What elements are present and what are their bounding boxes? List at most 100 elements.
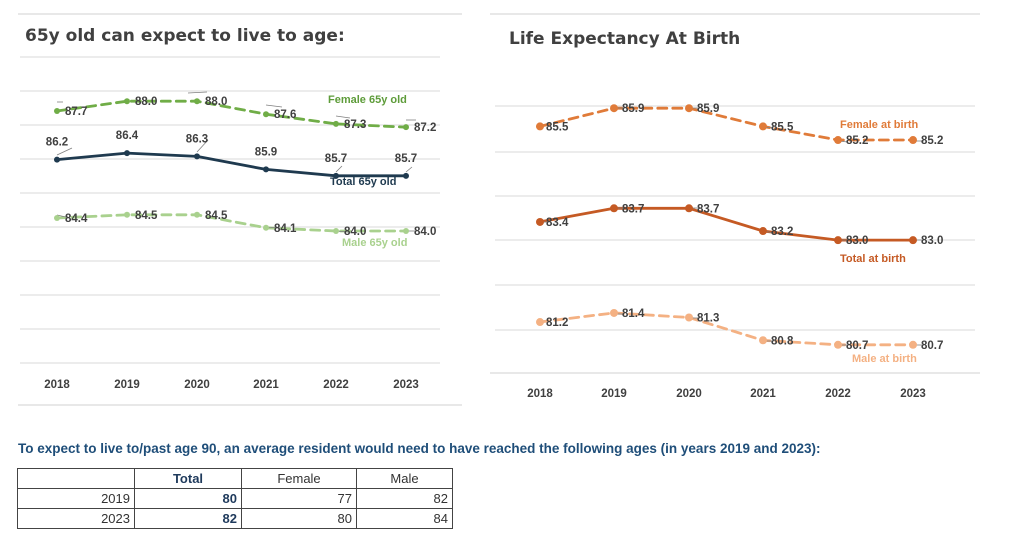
data-label: 86.4 [116,130,139,142]
data-label-leader [56,147,73,156]
series-name-label: Total 65y old [330,176,396,188]
series-name-label: Female at birth [840,119,919,131]
age-90-note: To expect to live to/past age 90, an ave… [18,441,821,456]
data-point-total-at-birth [610,204,618,213]
data-point-total-at-birth [834,236,842,245]
data-point-male-at-birth [834,340,842,349]
data-label-leader [187,91,208,94]
data-label: 83.4 [546,217,569,229]
data-point-female-65y-old [124,98,130,105]
series-line-male-65y-old [55,213,408,233]
data-point-total-at-birth [536,217,544,226]
data-label: 84.5 [205,210,228,222]
age-90-table: Total Female Male 2019 80 77 82 2023 82 … [17,468,453,529]
data-point-total-at-birth [909,236,917,245]
data-point-total-65y-old [333,172,339,179]
table-cell-male: 84 [356,508,453,529]
data-point-female-at-birth [610,104,618,113]
data-point-total-65y-old [124,150,130,157]
data-point-female-65y-old [403,124,409,131]
x-tick-label: 2018 [527,388,553,400]
data-label: 83.0 [921,235,943,247]
x-tick-label: 2019 [114,379,140,391]
data-point-male-at-birth [759,336,767,345]
chart-65y-panel: 65y old can expect to live to age: 2018 2… [0,0,470,420]
data-label: 85.7 [395,153,417,165]
data-point-female-65y-old [194,98,200,105]
x-tick-label: 2022 [323,379,349,391]
data-point-male-65y-old [263,224,269,231]
data-label: 85.2 [846,135,868,147]
data-point-male-at-birth [685,313,693,322]
series-line-male-at-birth [538,311,915,347]
data-label: 87.6 [274,109,296,121]
series-name-label: Total at birth [840,253,906,265]
x-tick-label: 2023 [900,388,926,400]
data-point-male-65y-old [124,211,130,218]
data-point-male-at-birth [536,318,544,327]
data-point-female-65y-old [333,120,339,127]
data-label-leader [335,165,343,173]
table-cell-female: 77 [241,488,357,509]
data-label: 85.5 [546,121,569,133]
data-label: 80.7 [846,340,868,352]
data-label-leader [405,166,413,173]
data-label-leader [265,104,283,108]
data-point-male-65y-old [194,211,200,218]
data-label: 84.4 [65,213,88,225]
data-point-total-65y-old [403,172,409,179]
data-point-female-at-birth [909,136,917,145]
series-line-total-65y-old [55,151,408,178]
x-tick-label: 2021 [253,379,279,391]
series-line-female-65y-old [55,99,408,129]
data-point-total-65y-old [194,153,200,160]
chart-birth-plot: 2018 2019 2020 2021 2022 2023 85.5 85.9 85.9 85.5… [490,13,980,400]
table-cell-total: 80 [134,488,242,509]
chart-65y-plot: 2018 2019 2020 2021 2022 2023 87.7 88.0 88.0 87.6… [18,13,462,406]
data-label: 88.0 [205,96,227,108]
series-name-label: Male 65y old [342,237,407,249]
data-point-total-at-birth [685,204,693,213]
data-point-total-65y-old [263,166,269,173]
data-point-female-at-birth [685,104,693,113]
chart-birth-panel: Life Expectancy At Birth 2018 2019 2020 202… [490,0,990,420]
table-header-female: Female [241,468,357,489]
data-label: 84.1 [274,223,297,235]
x-tick-label: 2019 [601,388,627,400]
data-point-total-at-birth [759,227,767,236]
chart-65y-title: 65y old can expect to live to age: [25,26,345,46]
x-tick-label: 2021 [750,388,776,400]
data-label-leader [335,115,351,119]
table-header-total: Total [134,468,242,489]
data-label: 85.9 [622,103,644,115]
table-cell-year: 2019 [17,488,135,509]
data-point-total-65y-old [54,156,60,163]
data-label: 85.2 [921,135,943,147]
data-label: 81.4 [622,308,645,320]
table-cell-male: 82 [356,488,453,509]
data-point-male-65y-old [333,228,339,234]
data-label: 83.7 [622,203,644,215]
chart-birth-title: Life Expectancy At Birth [509,29,741,49]
data-label: 80.7 [921,340,943,352]
data-label: 85.9 [255,146,277,158]
data-label: 86.3 [186,133,208,145]
data-label: 84.0 [344,226,366,238]
x-tick-label: 2018 [44,379,70,391]
data-label: 85.7 [325,153,347,165]
x-tick-label: 2023 [393,379,419,391]
data-label: 85.9 [697,103,719,115]
data-label: 88.0 [135,96,157,108]
data-label: 87.7 [65,106,87,118]
x-tick-label: 2020 [676,388,702,400]
data-label: 83.2 [771,226,793,238]
table-cell-female: 80 [241,508,357,529]
data-label: 87.3 [344,119,366,131]
x-tick-label: 2020 [184,379,210,391]
data-label: 81.2 [546,317,568,329]
table-row: 2023 82 80 84 [17,508,453,529]
data-point-female-65y-old [263,111,269,118]
table-header-blank [17,468,135,489]
data-point-male-65y-old [403,228,409,234]
data-point-female-at-birth [834,136,842,145]
